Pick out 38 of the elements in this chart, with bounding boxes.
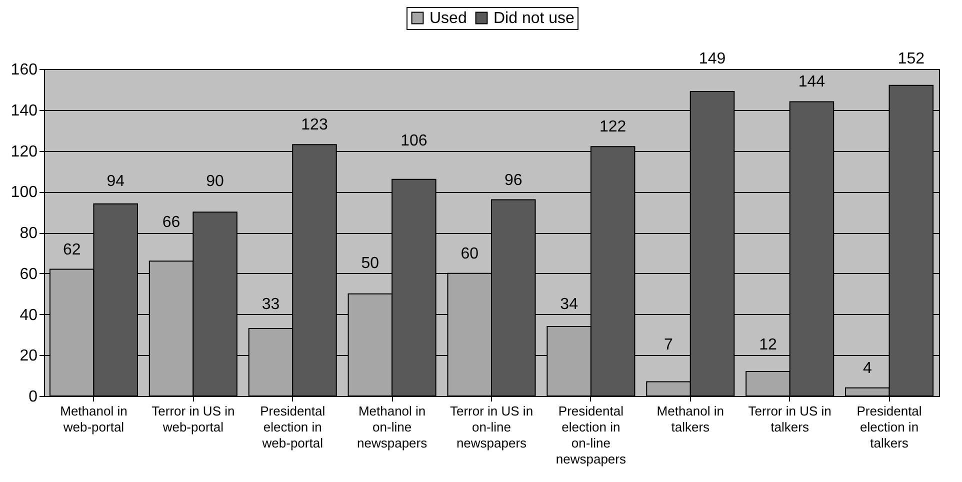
data-label: 34 <box>560 296 578 313</box>
legend-label: Did not use <box>494 10 575 27</box>
x-tick-label: Presidental election in talkers <box>856 404 922 450</box>
x-tick-label: Methanol in on-line newspapers <box>357 404 428 450</box>
data-label: 50 <box>361 254 380 272</box>
data-label: 62 <box>62 241 81 258</box>
data-label: 60 <box>460 245 479 262</box>
y-tick-label: 120 <box>10 143 38 160</box>
y-tick-label: 140 <box>10 102 38 120</box>
y-tick-label: 100 <box>10 184 38 202</box>
data-label: 66 <box>162 214 180 231</box>
data-label: 94 <box>106 173 125 190</box>
x-tick-label: Presidental election in on-line newspapers <box>556 404 626 466</box>
x-tick-label: Terror in US in web-portal <box>152 404 235 434</box>
x-tick-label: Methanol in web-portal <box>60 404 128 434</box>
legend-label: Used <box>430 10 467 27</box>
x-tick-label: Terror in US in on-line newspapers <box>450 404 534 450</box>
data-label: 149 <box>698 50 726 68</box>
y-tick-label: 80 <box>20 225 38 242</box>
y-tick-label: 60 <box>20 266 38 283</box>
x-tick-label: Presidental election in web-portal <box>260 404 326 450</box>
y-tick-label: 0 <box>28 388 38 406</box>
data-label: 12 <box>759 336 777 354</box>
data-label: 90 <box>206 173 224 190</box>
data-label: 122 <box>599 118 626 136</box>
data-label: 106 <box>400 132 428 150</box>
x-tick-label: Terror in US in talkers <box>748 404 832 434</box>
y-tick-label: 20 <box>20 348 38 365</box>
y-tick-label: 40 <box>20 306 38 324</box>
data-label: 123 <box>301 116 328 134</box>
data-label: 33 <box>262 296 280 313</box>
data-label: 96 <box>504 172 522 189</box>
data-label: 7 <box>664 336 674 354</box>
data-label: 4 <box>862 360 872 377</box>
data-label: 144 <box>798 74 826 91</box>
x-tick-label: Methanol in talkers <box>656 404 724 434</box>
y-tick-label: 160 <box>10 62 38 78</box>
data-label: 152 <box>898 50 925 68</box>
